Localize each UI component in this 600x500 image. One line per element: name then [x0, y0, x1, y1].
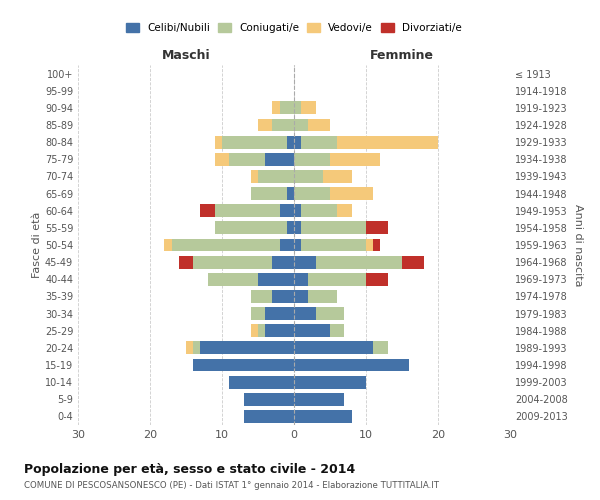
Bar [215, 204, 280, 217]
Bar [337, 136, 438, 148]
Bar [251, 290, 272, 303]
Bar [193, 358, 294, 372]
Text: Femmine: Femmine [370, 48, 434, 62]
Bar [280, 238, 294, 252]
Bar [294, 118, 308, 132]
Y-axis label: Fasce di età: Fasce di età [32, 212, 42, 278]
Bar [251, 187, 287, 200]
Bar [265, 307, 294, 320]
Bar [294, 153, 330, 166]
Bar [200, 342, 294, 354]
Bar [294, 290, 308, 303]
Bar [294, 238, 301, 252]
Bar [186, 342, 193, 354]
Bar [294, 136, 301, 148]
Bar [373, 342, 388, 354]
Bar [308, 118, 330, 132]
Bar [294, 376, 366, 388]
Bar [244, 393, 294, 406]
Bar [294, 273, 308, 285]
Bar [179, 256, 193, 268]
Bar [258, 324, 265, 337]
Bar [280, 204, 294, 217]
Bar [301, 136, 337, 148]
Bar [272, 290, 294, 303]
Bar [294, 410, 352, 423]
Text: Maschi: Maschi [161, 48, 211, 62]
Legend: Celibi/Nubili, Coniugati/e, Vedovi/e, Divorziati/e: Celibi/Nubili, Coniugati/e, Vedovi/e, Di… [123, 20, 465, 36]
Bar [366, 273, 388, 285]
Bar [215, 153, 229, 166]
Bar [193, 342, 200, 354]
Bar [287, 136, 294, 148]
Bar [323, 170, 352, 183]
Bar [172, 238, 280, 252]
Bar [330, 324, 344, 337]
Bar [316, 307, 344, 320]
Bar [222, 136, 287, 148]
Bar [294, 222, 301, 234]
Bar [330, 153, 380, 166]
Bar [294, 307, 316, 320]
Bar [294, 358, 409, 372]
Bar [258, 118, 272, 132]
Bar [301, 238, 366, 252]
Bar [272, 102, 280, 114]
Bar [258, 170, 294, 183]
Bar [301, 204, 337, 217]
Bar [193, 256, 272, 268]
Bar [294, 204, 301, 217]
Bar [208, 273, 258, 285]
Bar [294, 393, 344, 406]
Bar [287, 222, 294, 234]
Bar [366, 222, 388, 234]
Bar [215, 136, 222, 148]
Bar [301, 222, 366, 234]
Bar [164, 238, 172, 252]
Bar [229, 153, 265, 166]
Bar [200, 204, 215, 217]
Bar [294, 187, 330, 200]
Bar [301, 102, 316, 114]
Bar [373, 238, 380, 252]
Text: COMUNE DI PESCOSANSONESCO (PE) - Dati ISTAT 1° gennaio 2014 - Elaborazione TUTTI: COMUNE DI PESCOSANSONESCO (PE) - Dati IS… [24, 481, 439, 490]
Bar [402, 256, 424, 268]
Bar [265, 153, 294, 166]
Bar [308, 290, 337, 303]
Y-axis label: Anni di nascita: Anni di nascita [573, 204, 583, 286]
Bar [244, 410, 294, 423]
Bar [316, 256, 402, 268]
Bar [258, 273, 294, 285]
Bar [308, 273, 366, 285]
Bar [272, 256, 294, 268]
Bar [294, 102, 301, 114]
Bar [251, 307, 265, 320]
Bar [251, 170, 258, 183]
Bar [294, 256, 316, 268]
Bar [294, 342, 373, 354]
Bar [330, 187, 373, 200]
Text: Popolazione per età, sesso e stato civile - 2014: Popolazione per età, sesso e stato civil… [24, 462, 355, 475]
Bar [366, 238, 373, 252]
Bar [215, 222, 287, 234]
Bar [294, 170, 323, 183]
Bar [251, 324, 258, 337]
Bar [337, 204, 352, 217]
Bar [272, 118, 294, 132]
Bar [229, 376, 294, 388]
Bar [280, 102, 294, 114]
Bar [265, 324, 294, 337]
Bar [294, 324, 330, 337]
Bar [287, 187, 294, 200]
